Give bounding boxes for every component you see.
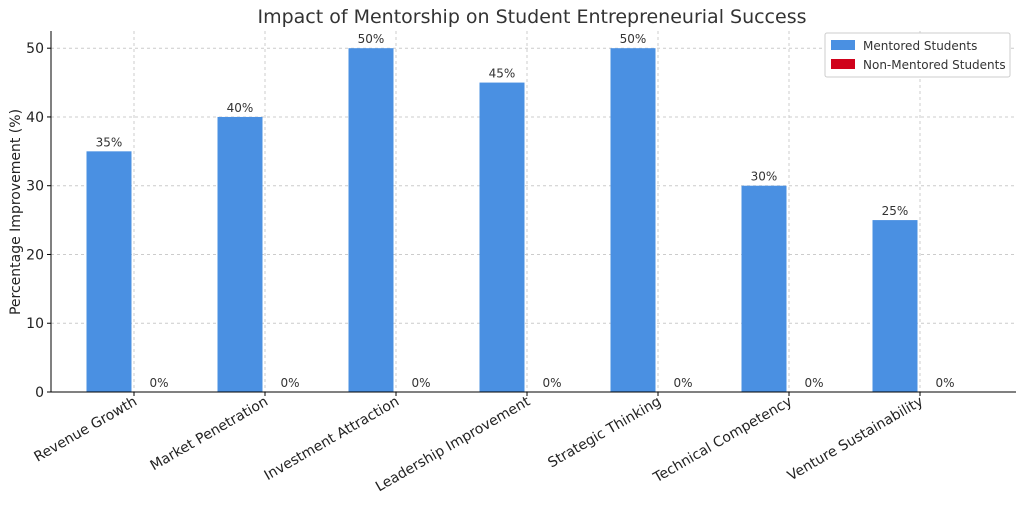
bar-mentored [479,82,525,393]
data-label-mentored: 50% [358,32,385,46]
legend-box [824,32,1011,78]
labels-layer: 35% 40% 50% 45% 50% 30% 25% 0% 0% 0% 0% 0% 0% 0% [96,32,955,390]
bars-layer [86,48,918,393]
data-label-mentored: 50% [620,32,647,46]
y-tick-label: 30 [26,179,44,195]
legend-swatch-mentored [831,40,855,50]
data-label-non-mentored: 0% [411,376,430,390]
x-tick-label: Investment Attraction [262,394,402,484]
y-tick-label: 20 [26,247,44,263]
x-tick-label: Venture Sustainability [785,394,926,485]
x-tick-label: Revenue Growth [31,394,140,466]
y-tick-label: 0 [35,385,44,401]
chart-title: Impact of Mentorship on Student Entrepre… [257,6,806,28]
y-axis-label: Percentage Improvement (%) [8,109,24,315]
data-label-non-mentored: 0% [935,376,954,390]
grid-layer [51,31,1016,392]
data-label-non-mentored: 0% [280,376,299,390]
legend-swatch-non-mentored [831,59,855,69]
data-label-non-mentored: 0% [542,376,561,390]
legend-label-non-mentored: Non-Mentored Students [863,58,1006,72]
data-label-non-mentored: 0% [804,376,823,390]
data-label-mentored: 40% [227,101,254,115]
bar-mentored [610,48,656,392]
y-tick-label: 50 [26,41,44,57]
bar-mentored [872,220,918,392]
data-label-mentored: 25% [882,204,909,218]
legend: Mentored Students Non-Mentored Students [824,32,1011,78]
bar-mentored [217,116,263,392]
data-label-mentored: 35% [96,135,123,149]
bar-mentored [741,185,787,392]
y-tick-label: 10 [26,316,44,332]
data-label-non-mentored: 0% [673,376,692,390]
y-tick-label: 40 [26,110,44,126]
bar-mentored [86,151,132,392]
x-tick-label: Market Penetration [148,394,271,474]
bar-mentored [348,48,394,392]
x-tick-label: Strategic Thinking [545,394,664,472]
x-tick-label: Technical Competency [650,394,795,487]
data-label-non-mentored: 0% [149,376,168,390]
data-label-mentored: 45% [489,67,516,81]
legend-label-mentored: Mentored Students [863,39,977,53]
data-label-mentored: 30% [751,170,778,184]
